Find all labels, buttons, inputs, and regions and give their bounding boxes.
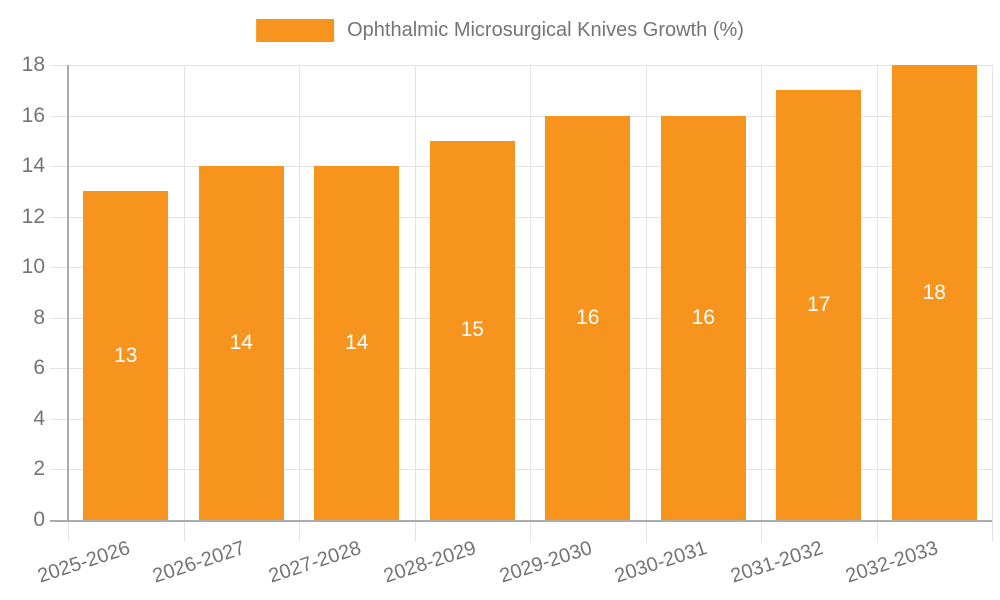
y-tick-label: 0: [33, 508, 45, 531]
gridline-vertical: [299, 65, 300, 542]
gridline-horizontal: [50, 419, 992, 420]
gridline-horizontal: [50, 368, 992, 369]
bar-value-label: 13: [114, 343, 138, 367]
bar-value-label: 14: [229, 331, 253, 355]
gridline-vertical: [646, 65, 647, 542]
bar[interactable]: 16: [545, 115, 631, 520]
y-tick-label: 6: [33, 356, 45, 379]
bar-value-label: 18: [922, 280, 946, 304]
legend-swatch-icon: [256, 18, 335, 42]
bar[interactable]: 15: [429, 140, 515, 520]
gridline-horizontal: [50, 267, 992, 268]
gridline-vertical: [530, 65, 531, 542]
bar-value-label: 16: [691, 305, 715, 329]
gridline-horizontal: [50, 217, 992, 218]
y-tick-label: 4: [33, 407, 45, 430]
x-axis-line: [50, 520, 992, 522]
gridline-horizontal: [50, 318, 992, 319]
bar-value-label: 15: [460, 318, 484, 342]
bar[interactable]: 14: [198, 166, 284, 520]
bar[interactable]: 18: [891, 65, 977, 520]
gridline-horizontal: [50, 65, 992, 66]
y-tick-label: 12: [21, 205, 45, 228]
y-tick-label: 18: [21, 53, 45, 76]
gridline-horizontal: [50, 116, 992, 117]
y-tick-label: 16: [21, 104, 45, 127]
gridline-vertical: [415, 65, 416, 542]
bar[interactable]: 13: [83, 191, 169, 520]
bar-value-label: 16: [576, 305, 600, 329]
bar[interactable]: 14: [314, 166, 400, 520]
gridline-horizontal: [50, 166, 992, 167]
y-tick-label: 2: [33, 457, 45, 480]
bar[interactable]: 16: [660, 115, 746, 520]
gridline-vertical: [184, 65, 185, 542]
bar-value-label: 17: [807, 293, 831, 317]
gridline-vertical: [761, 65, 762, 542]
bar-value-label: 14: [345, 331, 369, 355]
legend-label: Ophthalmic Microsurgical Knives Growth (…: [347, 19, 744, 41]
gridline-vertical: [877, 65, 878, 542]
y-tick-label: 14: [21, 154, 45, 177]
legend[interactable]: Ophthalmic Microsurgical Knives Growth (…: [256, 16, 744, 44]
y-tick-label: 8: [33, 306, 45, 329]
gridline-horizontal: [50, 469, 992, 470]
bar[interactable]: 17: [776, 90, 862, 520]
y-axis-line: [67, 65, 69, 520]
y-tick-label: 10: [21, 255, 45, 278]
gridline-vertical: [992, 65, 993, 542]
